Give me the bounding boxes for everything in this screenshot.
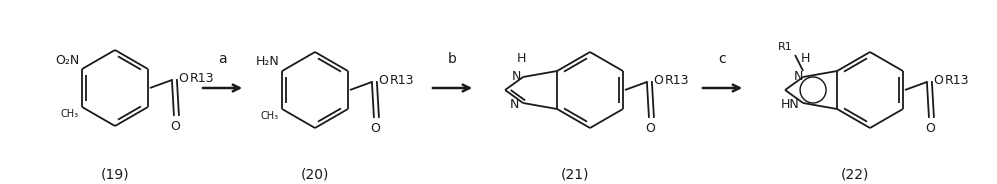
Text: O: O [645, 122, 655, 135]
Text: N: N [509, 98, 519, 112]
Text: b: b [448, 52, 457, 66]
Text: R13: R13 [390, 73, 415, 86]
Text: a: a [218, 52, 226, 66]
Text: O: O [653, 75, 663, 88]
Text: H: H [516, 52, 525, 65]
Text: CH₃: CH₃ [61, 109, 79, 119]
Text: O: O [378, 75, 388, 88]
Text: O: O [177, 72, 187, 86]
Text: R13: R13 [189, 72, 214, 84]
Text: N: N [511, 70, 521, 84]
Text: O: O [925, 122, 935, 135]
Text: (22): (22) [840, 168, 869, 182]
Text: O: O [169, 120, 179, 133]
Text: CH₃: CH₃ [261, 111, 279, 121]
Text: H₂N: H₂N [255, 55, 279, 68]
Text: R13: R13 [945, 73, 969, 86]
Text: c: c [719, 52, 726, 66]
Text: (20): (20) [301, 168, 329, 182]
Text: HN: HN [781, 98, 799, 112]
Text: (21): (21) [560, 168, 589, 182]
Text: O: O [370, 122, 380, 135]
Text: H: H [801, 52, 810, 65]
Text: N: N [794, 70, 804, 84]
Text: (19): (19) [101, 168, 130, 182]
Text: R1: R1 [779, 42, 793, 52]
Text: O₂N: O₂N [55, 54, 79, 67]
Text: R13: R13 [665, 73, 689, 86]
Text: O: O [933, 75, 943, 88]
